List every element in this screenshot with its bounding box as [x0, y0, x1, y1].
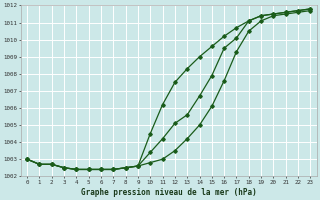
X-axis label: Graphe pression niveau de la mer (hPa): Graphe pression niveau de la mer (hPa) — [81, 188, 257, 197]
